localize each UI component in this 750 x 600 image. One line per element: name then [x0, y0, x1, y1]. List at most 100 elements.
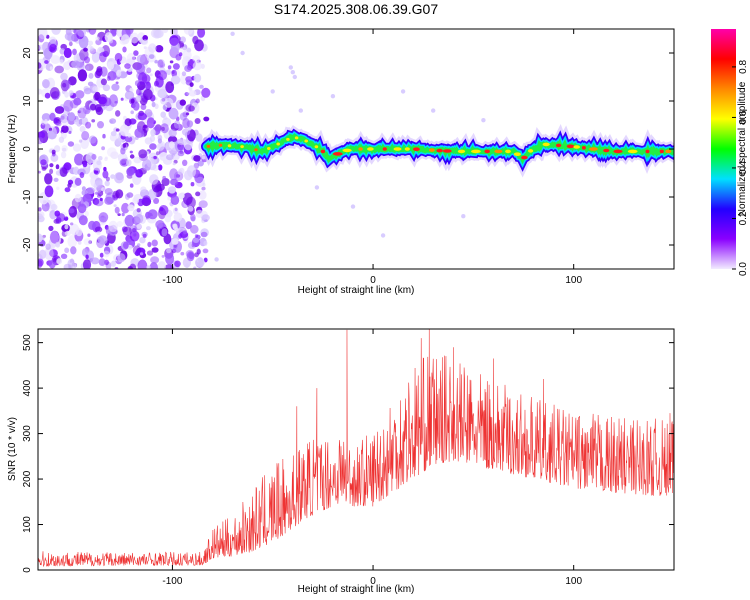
- noise-blob: [158, 164, 163, 171]
- noise-blob: [104, 156, 108, 160]
- stray-blob: [330, 94, 336, 99]
- ridge-hotspot: [206, 144, 211, 148]
- noise-blob: [45, 243, 51, 250]
- noise-blob: [88, 240, 92, 244]
- noise-blob: [157, 207, 167, 220]
- noise-blob: [73, 97, 82, 106]
- noise-blob: [190, 182, 195, 187]
- noise-blob: [164, 264, 174, 269]
- noise-blob: [95, 68, 103, 77]
- ridge-hotspot: [645, 149, 650, 154]
- noise-blob: [94, 169, 99, 174]
- stray-blob: [431, 108, 436, 113]
- noise-blob: [169, 60, 174, 64]
- noise-blob: [38, 170, 41, 174]
- noise-blob: [123, 241, 129, 249]
- noise-blob: [49, 43, 57, 53]
- noise-blob: [49, 230, 60, 244]
- noise-blob: [130, 32, 139, 44]
- noise-blob: [41, 41, 51, 53]
- snr-series-line: [38, 329, 674, 568]
- noise-blob: [53, 177, 59, 182]
- noise-blob: [203, 257, 208, 263]
- noise-blob: [173, 120, 181, 129]
- noise-blob: [38, 131, 46, 139]
- noise-blob: [115, 128, 120, 132]
- noise-blob: [109, 118, 117, 124]
- noise-blob: [126, 167, 135, 176]
- noise-blob: [168, 186, 176, 194]
- noise-blob: [188, 105, 195, 112]
- noise-blob: [140, 103, 147, 110]
- noise-blob: [142, 195, 151, 204]
- stray-blob: [292, 74, 297, 80]
- noise-blob: [46, 34, 50, 39]
- noise-blob: [185, 250, 195, 258]
- noise-blob: [170, 195, 180, 206]
- noise-blob: [135, 168, 143, 178]
- noise-blob: [148, 43, 157, 53]
- noise-blob: [38, 148, 41, 154]
- noise-blob: [185, 263, 189, 269]
- noise-blob: [162, 175, 167, 181]
- noise-blob: [75, 228, 83, 237]
- stray-blob: [314, 185, 320, 190]
- noise-blob: [44, 247, 54, 260]
- noise-blob: [188, 85, 193, 92]
- noise-blob: [97, 235, 108, 245]
- noise-blob: [51, 149, 56, 155]
- noise-blob: [142, 35, 148, 41]
- noise-blob: [124, 214, 135, 227]
- noise-blob: [41, 166, 47, 171]
- noise-blob: [178, 192, 185, 199]
- noise-blob: [116, 221, 124, 227]
- noise-blob: [119, 124, 129, 137]
- noise-blob: [44, 60, 49, 64]
- noise-blob: [62, 82, 67, 88]
- noise-blob: [126, 159, 132, 167]
- noise-blob: [171, 238, 179, 245]
- noise-blob: [149, 174, 159, 185]
- noise-blob: [98, 258, 106, 266]
- noise-blob: [47, 130, 57, 140]
- ridge-hotspot: [555, 143, 562, 148]
- ridge-hotspot: [286, 137, 290, 141]
- spectrogram-ytick-label: 0: [22, 146, 33, 152]
- noise-blob: [78, 139, 83, 143]
- noise-blob: [99, 197, 103, 202]
- noise-blob: [77, 107, 87, 119]
- noise-blob: [63, 99, 74, 112]
- noise-blob: [177, 143, 185, 151]
- noise-blob: [91, 153, 97, 160]
- noise-blob: [99, 51, 107, 63]
- noise-blob: [146, 117, 155, 129]
- noise-blob: [183, 29, 194, 35]
- noise-blob: [64, 224, 69, 230]
- noise-blob: [98, 96, 107, 105]
- noise-blob: [194, 252, 199, 258]
- noise-blob: [72, 48, 77, 56]
- noise-blob: [130, 98, 135, 104]
- noise-blob: [110, 131, 117, 137]
- noise-blob: [73, 119, 79, 125]
- noise-blob: [77, 69, 88, 82]
- noise-blob: [83, 47, 88, 52]
- noise-blob: [183, 230, 187, 235]
- noise-blob: [68, 41, 73, 47]
- noise-blob: [202, 182, 206, 187]
- noise-blob: [104, 32, 113, 43]
- noise-blob: [127, 266, 133, 269]
- noise-blob: [179, 99, 186, 106]
- noise-blob: [193, 73, 202, 83]
- noise-blob: [64, 187, 71, 193]
- noise-blob: [67, 141, 75, 147]
- noise-blob: [197, 160, 204, 167]
- noise-blob: [161, 29, 169, 34]
- noise-blob: [56, 258, 63, 265]
- noise-blob: [41, 113, 51, 122]
- noise-blob: [200, 231, 208, 238]
- ridge-hotspot: [332, 152, 343, 156]
- stray-blob: [270, 89, 275, 94]
- noise-blob: [132, 197, 140, 204]
- ridge-hotspot: [589, 147, 598, 151]
